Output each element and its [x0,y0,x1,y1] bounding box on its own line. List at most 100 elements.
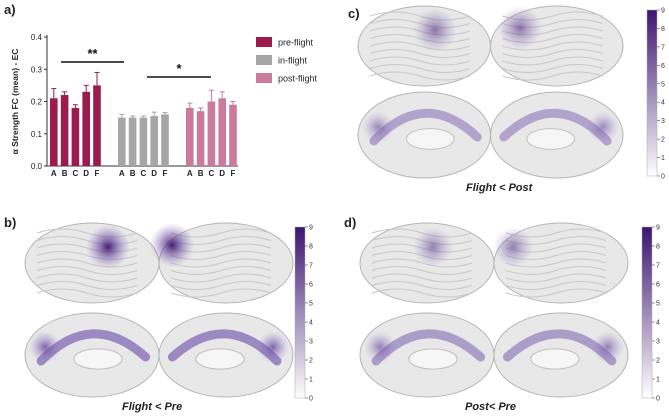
colorbar-tick-label: 7 [661,44,665,51]
x-tick-label: C [73,169,79,178]
bar [93,85,101,166]
medial-spot-left [29,331,62,363]
panel-c-label: c) [348,6,360,21]
panel-d-caption: Post< Pre [465,401,517,413]
panel-b-caption: Flight < Pre [122,401,183,413]
legend-swatch [256,37,272,47]
bar [218,98,226,166]
brain-callosum-left [405,128,455,150]
legend-label: post-flight [278,74,318,84]
brain-gyrus [36,266,138,275]
brain-gyrus [170,288,272,298]
panel-c: c) 0 1 2 3 4 5 6 7 8 9 Flight < Post [340,0,669,205]
brain-callosum-right [526,128,576,150]
brain-callosum-left [73,348,123,370]
y-tick-label: 0.1 [31,130,43,139]
x-tick-label: A [51,169,57,178]
significance-marker: ** [87,46,98,61]
activation-spot-left [86,225,130,269]
bar [196,111,205,166]
medial-spot-right [587,111,620,143]
colorbar-tick-label: 3 [661,118,665,125]
colorbar-tick-label: 5 [661,81,665,88]
colorbar-tick-label: 1 [661,155,665,162]
panel-b: b) 0 1 2 3 4 5 6 7 8 9 Flight < Pre [0,205,335,419]
brain-gyrus [371,266,473,275]
colorbar-tick-label: 9 [661,8,665,15]
significance-marker: * [176,61,182,76]
colorbar-tick-label: 0 [656,396,660,403]
y-tick-label: 0.0 [31,162,43,171]
brain-gyrus [170,281,272,290]
brain-gyrus [369,49,471,58]
colorbar-tick-label: 1 [656,377,660,384]
x-tick-label: B [62,169,68,178]
x-tick-label: D [83,169,89,178]
bar [50,98,58,166]
brain-render-d: 0 1 2 3 4 5 6 7 8 9 [359,222,660,403]
x-tick-label: B [130,169,136,178]
brain-gyrus [505,281,607,290]
colorbar-tick-label: 6 [661,63,665,70]
brain-gyrus [369,64,471,73]
bar [161,114,169,166]
activation-spot-right [498,6,542,50]
bar [229,104,237,166]
activation-spot-right [150,223,194,267]
panel-a: a) 0.0 0.1 0.2 0.3 0.4 α Strength FC (mean) -… [0,0,335,185]
brain-gyrus [502,71,603,81]
x-tick-label: F [231,169,236,178]
x-tick-label: C [209,169,215,178]
brain-gyrus [36,281,138,290]
panel-b-label: b) [4,215,17,230]
bar [207,101,216,166]
panel-a-label: a) [4,2,16,17]
colorbar-tick-label: 9 [656,225,660,232]
bar [71,107,80,166]
brain-gyrus [505,288,607,298]
brain-gyrus [371,288,473,298]
brain-gyrus [502,64,603,73]
brain-gyrus [369,71,471,81]
colorbar-tick-label: 3 [656,339,660,346]
medial-spot-right [591,331,624,363]
colorbar-tick-label: 4 [656,320,660,327]
activation-spot-left [413,8,457,52]
bar [139,117,148,166]
colorbar-tick-label: 2 [309,358,313,365]
brain-gyrus [170,273,272,283]
colorbar-tick-label: 3 [309,339,313,346]
y-tick-label: 0.4 [31,33,43,42]
colorbar-tick-label: 6 [309,282,313,289]
brain-callosum-right [195,348,245,370]
colorbar-tick-label: 5 [309,301,313,308]
brain-render-c: 0 1 2 3 4 5 6 7 8 9 [357,5,665,181]
brain-gyrus [36,288,138,298]
activation-spot-right [493,227,533,267]
panel-d: d) 0 1 2 3 4 5 6 7 8 9 Post< Pre [335,205,669,419]
brain-callosum-left [408,348,458,370]
bar [118,117,126,166]
x-tick-label: F [95,169,100,178]
colorbar-tick-label: 1 [309,377,313,384]
medial-spot-left [364,331,397,363]
colorbar-tick-label: 2 [656,358,660,365]
legend-label: in-flight [278,56,308,66]
panel-d-label: d) [344,215,357,230]
x-tick-label: D [151,169,157,178]
colorbar-tick-label: 7 [309,263,313,270]
x-tick-label: A [187,169,193,178]
brain-gyrus [36,273,138,283]
brain-gyrus [502,56,603,66]
bar [150,116,158,166]
x-tick-label: A [119,169,125,178]
panel-c-caption: Flight < Post [466,182,533,194]
y-tick-label: 0.2 [31,98,43,107]
medial-spot-right [256,331,289,363]
bar [60,95,69,166]
x-tick-label: B [198,169,204,178]
colorbar-tick-label: 4 [661,100,665,107]
colorbar-tick-label: 2 [661,137,665,144]
brain-render-b: 0 1 2 3 4 5 6 7 8 9 [24,222,313,403]
colorbar-tick-label: 7 [656,263,660,270]
